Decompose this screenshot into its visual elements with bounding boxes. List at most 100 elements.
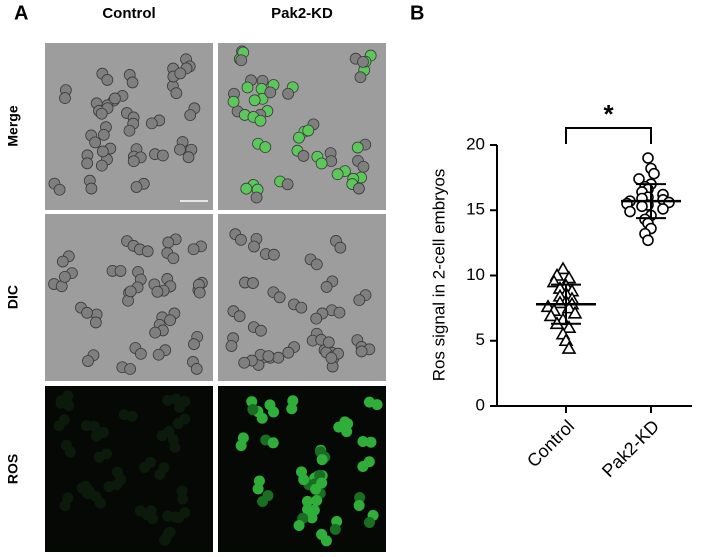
embryo [282, 346, 295, 359]
embryo [123, 124, 136, 137]
embryo [97, 128, 110, 141]
y-tick-label: 15 [466, 200, 485, 219]
embryo [176, 485, 188, 497]
data-point [648, 167, 660, 180]
embryo [254, 114, 267, 127]
embryo [325, 352, 338, 364]
embryo [293, 131, 305, 144]
embryo [127, 155, 140, 168]
embryo [267, 437, 279, 449]
embryo [64, 446, 76, 458]
y-tick-label: 10 [466, 265, 485, 284]
embryo [320, 281, 333, 293]
embryo [103, 481, 115, 493]
embryo [281, 178, 294, 191]
embryo [259, 141, 272, 154]
embryo [53, 420, 65, 432]
y-axis-label: Ros signal in 2-cell embryos [429, 169, 448, 382]
data-point [642, 152, 654, 164]
embryo [174, 401, 186, 413]
embryo [315, 157, 328, 170]
panel-label: A [14, 2, 28, 24]
data-point [555, 261, 571, 275]
micrograph [45, 386, 213, 553]
embryo [193, 286, 206, 299]
x-tick-label: Pak2-KD [598, 416, 663, 481]
embryo [149, 326, 162, 339]
embryo [81, 306, 93, 319]
error-bar [551, 283, 581, 325]
embryo [156, 149, 169, 162]
x-tick-label: Control [523, 416, 578, 471]
embryo [89, 316, 102, 329]
embryo [352, 182, 365, 195]
embryo [301, 495, 313, 507]
embryo [365, 436, 377, 448]
embryo [235, 54, 248, 67]
embryo [59, 92, 71, 104]
embryo [357, 55, 369, 68]
embryo [91, 430, 103, 442]
embryo [302, 503, 314, 515]
embryo [357, 160, 370, 173]
embryo [58, 271, 71, 283]
embryo [363, 516, 375, 528]
embryo [170, 511, 182, 523]
embryo [272, 351, 285, 364]
panel-label: B [410, 2, 424, 24]
embryo [227, 95, 240, 108]
embryo [88, 420, 100, 432]
data-point [624, 205, 636, 218]
embryo [53, 183, 66, 196]
embryo [353, 499, 365, 511]
embryo [95, 107, 108, 120]
embryo [240, 182, 253, 195]
embryo [187, 243, 200, 256]
data-point [561, 340, 577, 354]
embryo [297, 150, 310, 162]
embryo [333, 421, 345, 433]
embryo [130, 181, 143, 193]
embryo [164, 314, 176, 327]
embryo [256, 412, 268, 424]
embryo [354, 491, 366, 503]
data-point [657, 203, 669, 215]
embryo [355, 345, 368, 358]
embryo [80, 420, 92, 432]
embryo [95, 159, 108, 172]
embryo [182, 151, 195, 164]
embryo [190, 363, 203, 375]
embryo [262, 350, 275, 363]
embryo [55, 395, 67, 407]
column-label: Pak2-KD [271, 5, 333, 22]
embryo [306, 512, 318, 524]
embryo [81, 157, 94, 170]
plot: 0 5 10 15 20 Control Pak2-KD * [466, 99, 692, 481]
embryo [295, 301, 308, 314]
embryo [96, 145, 109, 158]
embryo [126, 410, 138, 422]
embryo [310, 258, 323, 271]
embryo [322, 336, 335, 349]
embryo [250, 191, 263, 204]
embryo [247, 404, 259, 416]
embryo [126, 76, 139, 89]
embryo [225, 340, 238, 352]
error-bar [636, 183, 666, 220]
data-point [567, 305, 583, 319]
embryo [316, 454, 328, 466]
embryo [235, 440, 247, 452]
embryo [172, 418, 184, 430]
embryo [273, 291, 286, 304]
data-point [561, 320, 577, 333]
embryo [93, 451, 105, 463]
embryo [334, 241, 347, 254]
embryo [354, 71, 367, 84]
embryo [152, 348, 165, 361]
embryo [184, 109, 197, 122]
embryo [109, 92, 121, 105]
embryo [325, 155, 338, 168]
embryo [282, 87, 295, 100]
embryo [134, 347, 147, 360]
